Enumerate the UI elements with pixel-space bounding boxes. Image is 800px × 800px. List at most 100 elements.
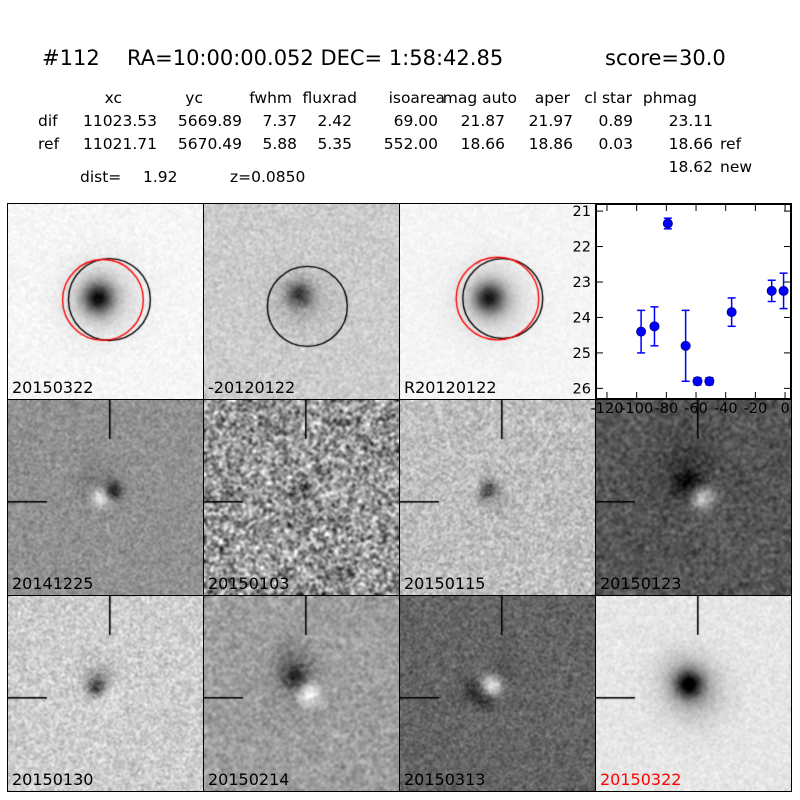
x-tick-label: -100 xyxy=(620,401,653,417)
cutout-date-label: 20150123 xyxy=(600,574,682,593)
cutout-date-label: R20120122 xyxy=(404,378,497,397)
cutout-panel-20150123: 20150123 xyxy=(595,399,792,596)
lightcurve-plot: -120 -100 -80 -60 -40 -20 0 21 22 23 24 25 26 xyxy=(573,203,792,417)
ref-aper: 18.86 xyxy=(528,135,573,153)
dif-fluxrad: 2.42 xyxy=(317,112,352,130)
col-header-fwhm: fwhm xyxy=(249,89,292,107)
cutout-date-label: 20141225 xyxy=(12,574,94,593)
data-point xyxy=(636,326,647,337)
cutout-panel-20150103: 20150103 xyxy=(203,399,400,596)
candidate-number: #112 xyxy=(42,46,100,70)
redshift-value: z=0.0850 xyxy=(230,168,306,186)
dist-label: dist= xyxy=(80,168,122,186)
dif-xc: 11023.53 xyxy=(83,112,157,130)
table-row-phmag-new: 18.62 new xyxy=(0,158,800,176)
cutout-date-label: 20150130 xyxy=(12,770,94,789)
ref-fwhm: 5.88 xyxy=(262,135,297,153)
cutout-image xyxy=(596,596,791,791)
cutout-date-label: 20150322 xyxy=(12,378,94,397)
cutout-date-label: 20150103 xyxy=(208,574,290,593)
y-tick-label: 23 xyxy=(573,275,591,291)
col-header-mag-auto: mag auto xyxy=(442,89,517,107)
cutout-panel-dif-20120122: -20120122 xyxy=(203,203,400,400)
cutout-image xyxy=(400,596,595,791)
col-header-xc: xc xyxy=(104,89,122,107)
dif-isoarea: 69.00 xyxy=(393,112,438,130)
data-point xyxy=(662,218,673,229)
cutout-image xyxy=(596,400,791,595)
table-row-dif: dif 11023.53 5669.89 7.37 2.42 69.00 21.… xyxy=(0,112,800,130)
y-tick-label: 26 xyxy=(573,381,591,397)
cutout-panel-20150115: 20150115 xyxy=(399,399,596,596)
cutout-date-label: -20120122 xyxy=(208,378,296,397)
cutout-image xyxy=(400,400,595,595)
dif-cl-star: 0.89 xyxy=(598,112,633,130)
data-point xyxy=(649,321,660,332)
ref-yc: 5670.49 xyxy=(177,135,242,153)
dist-value: 1.92 xyxy=(143,168,178,186)
cutout-image xyxy=(8,400,203,595)
data-point xyxy=(778,285,789,296)
col-header-phmag: phmag xyxy=(642,89,697,107)
ref-phmag-suffix: ref xyxy=(720,135,742,153)
new-phmag-suffix: new xyxy=(720,158,753,176)
ra-dec-coordinates: RA=10:00:00.052 DEC= 1:58:42.85 xyxy=(127,46,504,70)
dif-yc: 5669.89 xyxy=(177,112,242,130)
dif-fwhm: 7.37 xyxy=(262,112,297,130)
cutout-panel-latest-20150322: 20150322 xyxy=(595,595,792,792)
row-label-ref: ref xyxy=(38,135,60,153)
x-tick-label: 0 xyxy=(780,401,789,417)
lightcurve-svg: -120-100 -80 -60 -40 -20 0 21 22 23 24 25 26 xyxy=(573,204,791,417)
y-tick-label: 25 xyxy=(573,346,591,362)
cutout-date-label: 20150214 xyxy=(208,770,290,789)
y-tick-label: 21 xyxy=(573,204,591,220)
cutout-image xyxy=(204,204,399,399)
x-tick-label: -40 xyxy=(714,401,738,417)
ref-cl-star: 0.03 xyxy=(598,135,633,153)
table-row-ref: ref 11021.71 5670.49 5.88 5.35 552.00 18… xyxy=(0,135,800,153)
data-point xyxy=(692,376,703,387)
row-label-dif: dif xyxy=(38,112,58,130)
plot-frame xyxy=(596,204,791,399)
cutout-image xyxy=(400,204,595,399)
cutout-panel-ref-20120122: R20120122 xyxy=(399,203,596,400)
data-point xyxy=(680,340,691,351)
data-point xyxy=(726,307,737,318)
dif-aper: 21.97 xyxy=(528,112,573,130)
cutout-date-label: 20150115 xyxy=(404,574,486,593)
col-header-yc: yc xyxy=(185,89,203,107)
data-point xyxy=(704,376,715,387)
x-tick-label: -80 xyxy=(654,401,678,417)
dist-z-row: dist= 1.92 z=0.0850 xyxy=(0,168,800,186)
ref-isoarea: 552.00 xyxy=(383,135,438,153)
data-point xyxy=(766,285,777,296)
score-value: score=30.0 xyxy=(605,46,726,70)
ref-mag-auto: 18.66 xyxy=(460,135,505,153)
y-tick-label: 24 xyxy=(573,310,591,326)
cutout-panel-20141225: 20141225 xyxy=(7,399,204,596)
new-phmag: 18.62 xyxy=(668,158,713,176)
cutout-panel-20150130: 20150130 xyxy=(7,595,204,792)
table-header-row: xc yc fwhm fluxrad isoarea mag auto aper… xyxy=(0,89,800,107)
col-header-fluxrad: fluxrad xyxy=(302,89,357,107)
ref-xc: 11021.71 xyxy=(83,135,157,153)
cutout-panel-new-20150322: 20150322 xyxy=(7,203,204,400)
x-tick-label: -120 xyxy=(591,401,624,417)
cutout-date-label: 20150313 xyxy=(404,770,486,789)
cutout-image xyxy=(204,596,399,791)
cutout-image xyxy=(8,596,203,791)
x-tick-label: -60 xyxy=(684,401,708,417)
dif-mag-auto: 21.87 xyxy=(460,112,505,130)
y-tick-label: 22 xyxy=(573,240,591,256)
col-header-aper: aper xyxy=(534,89,570,107)
ref-fluxrad: 5.35 xyxy=(317,135,352,153)
cutout-image xyxy=(204,400,399,595)
x-tick-label: -20 xyxy=(744,401,768,417)
cutout-image xyxy=(8,204,203,399)
cutout-panel-20150313: 20150313 xyxy=(399,595,596,792)
col-header-cl-star: cl star xyxy=(584,89,632,107)
cutout-panel-20150214: 20150214 xyxy=(203,595,400,792)
ref-phmag: 18.66 xyxy=(668,135,713,153)
dif-phmag: 23.11 xyxy=(668,112,713,130)
